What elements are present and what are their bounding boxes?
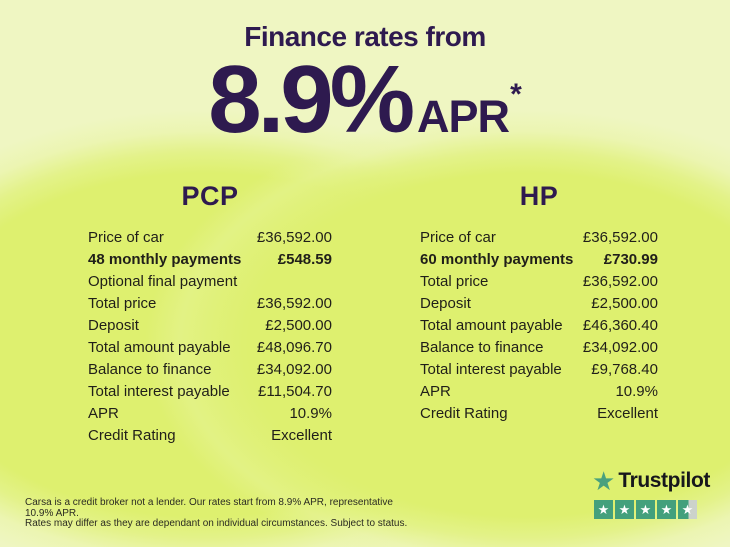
row-value: £48,096.70	[256, 338, 332, 356]
legal-disclaimer: Carsa is a credit broker not a lender. O…	[25, 497, 415, 530]
row-value: 10.9%	[615, 382, 658, 400]
disclaimer-line-1: Carsa is a credit broker not a lender. O…	[25, 497, 393, 519]
table-row: Optional final payment	[88, 270, 332, 292]
row-value: £2,500.00	[591, 294, 658, 312]
table-row: Total interest payable £11,504.70	[88, 380, 332, 402]
rating-star-full: ★	[657, 500, 676, 519]
hp-column: HP Price of car £36,592.00 60 monthly pa…	[420, 181, 658, 424]
table-row: Credit Rating Excellent	[88, 424, 332, 446]
trustpilot-rating-stars: ★ ★ ★ ★ ★	[594, 500, 710, 519]
row-value: £46,360.40	[582, 316, 658, 334]
row-value: Excellent	[271, 426, 332, 444]
rate-value: 8.9%	[208, 46, 415, 153]
row-value: £36,592.00	[582, 272, 658, 290]
hp-title: HP	[519, 181, 559, 211]
row-label: Deposit	[420, 294, 471, 312]
table-row: Price of car £36,592.00	[88, 226, 332, 248]
table-row: APR 10.9%	[88, 402, 332, 424]
row-value: £36,592.00	[256, 294, 332, 312]
table-row: Deposit £2,500.00	[420, 292, 658, 314]
row-label: Total interest payable	[88, 382, 230, 400]
table-row: Total amount payable £46,360.40	[420, 314, 658, 336]
rating-star-full: ★	[615, 500, 634, 519]
row-label: Credit Rating	[420, 404, 508, 422]
pcp-column: PCP Price of car £36,592.00 48 monthly p…	[88, 181, 332, 446]
table-row: Price of car £36,592.00	[420, 226, 658, 248]
row-label: APR	[420, 382, 451, 400]
row-value: £34,092.00	[582, 338, 658, 356]
row-label: Credit Rating	[88, 426, 176, 444]
disclaimer-line-2: Rates may differ as they are dependant o…	[25, 518, 408, 529]
table-row: Total interest payable £9,768.40	[420, 358, 658, 380]
rate-unit: APR	[417, 91, 510, 142]
table-row: 48 monthly payments £548.59	[88, 248, 332, 270]
table-row: 60 monthly payments £730.99	[420, 248, 658, 270]
table-row: Deposit £2,500.00	[88, 314, 332, 336]
trustpilot-star-icon: ★	[592, 466, 616, 496]
footnote-asterisk: *	[510, 78, 522, 111]
row-label: 60 monthly payments	[420, 250, 574, 268]
table-row: Balance to finance £34,092.00	[88, 358, 332, 380]
table-row: Total amount payable £48,096.70	[88, 336, 332, 358]
headline-rate: 8.9% APR *	[0, 46, 730, 153]
pcp-title: PCP	[181, 181, 239, 211]
row-label: 48 monthly payments	[88, 250, 242, 268]
table-row: Credit Rating Excellent	[420, 402, 658, 424]
page-title: Finance rates from	[244, 21, 486, 52]
row-label: Total amount payable	[88, 338, 231, 356]
hp-table: Price of car £36,592.00 60 monthly payme…	[420, 226, 658, 424]
row-value: £11,504.70	[258, 382, 332, 400]
row-label: Optional final payment	[88, 272, 238, 290]
trustpilot-badge[interactable]: ★ Trustpilot ★ ★ ★ ★ ★	[592, 468, 710, 519]
row-label: Total amount payable	[420, 316, 563, 334]
row-label: Balance to finance	[420, 338, 544, 356]
table-row: Total price £36,592.00	[88, 292, 332, 314]
row-value: £9,768.40	[591, 360, 658, 378]
row-value: £36,592.00	[582, 228, 658, 246]
row-label: Total price	[420, 272, 489, 290]
row-value: £34,092.00	[256, 360, 332, 378]
table-row: Balance to finance £34,092.00	[420, 336, 658, 358]
table-row: Total price £36,592.00	[420, 270, 658, 292]
row-label: Total price	[88, 294, 157, 312]
trustpilot-brand-row: ★ Trustpilot	[592, 468, 710, 494]
row-label: Price of car	[420, 228, 496, 246]
row-value: 10.9%	[289, 404, 332, 422]
rating-star-half: ★	[678, 500, 697, 519]
row-value: £2,500.00	[265, 316, 332, 334]
rating-star-full: ★	[594, 500, 613, 519]
row-label: Balance to finance	[88, 360, 212, 378]
row-label: Total interest payable	[420, 360, 562, 378]
row-value: £730.99	[603, 250, 658, 268]
row-label: Price of car	[88, 228, 164, 246]
row-value: £36,592.00	[256, 228, 332, 246]
pcp-table: Price of car £36,592.00 48 monthly payme…	[88, 226, 332, 446]
row-label: APR	[88, 404, 119, 422]
row-label: Deposit	[88, 316, 139, 334]
table-row: APR 10.9%	[420, 380, 658, 402]
rating-star-full: ★	[636, 500, 655, 519]
row-value: £548.59	[277, 250, 332, 268]
row-value: Excellent	[597, 404, 658, 422]
trustpilot-wordmark: Trustpilot	[618, 469, 710, 492]
